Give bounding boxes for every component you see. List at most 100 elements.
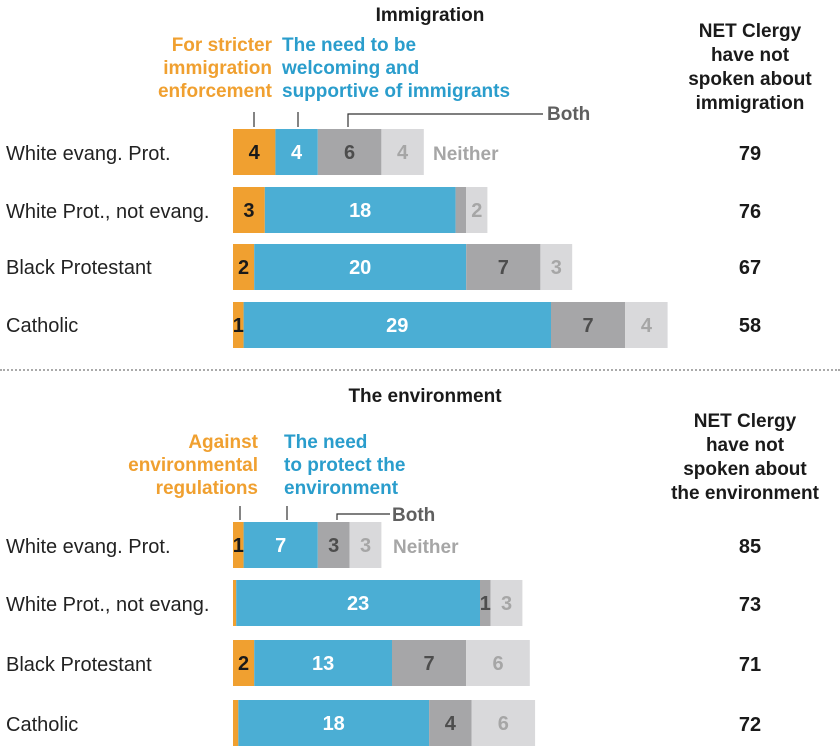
- bar-env-r3-second: [238, 700, 430, 746]
- bar-env-r1-second: [236, 580, 480, 626]
- legend-welcoming-line-2: welcoming and: [282, 58, 420, 79]
- row-label-imm-catholic: Catholic: [6, 315, 79, 337]
- legend-against-line-3: regulations: [155, 478, 258, 499]
- legend-both-immigration: Both: [547, 104, 591, 125]
- legend-protect-line-1: The need: [284, 432, 368, 453]
- bar-label-imm-r3-both: 7: [583, 315, 594, 337]
- bar-env-r0-second: [243, 522, 318, 568]
- bar-label-imm-r0-first: 4: [249, 142, 261, 164]
- legend-both-environment: Both: [392, 505, 436, 526]
- net-header-immigration-line-1: NET Clergy: [698, 21, 802, 42]
- net-header-environment-line-2: have not: [705, 435, 785, 456]
- bar-label-imm-r1-neither: 2: [471, 200, 482, 222]
- bar-env-r2-first: [233, 640, 255, 686]
- bar-label-imm-r3-first: 1: [233, 315, 244, 337]
- legend-protect-line-2: to protect the: [284, 455, 406, 476]
- net-value-imm-black-prot: 67: [738, 257, 762, 279]
- net-value-env-white-evang: 85: [738, 536, 762, 558]
- bar-imm-r0-first: [233, 129, 276, 175]
- legend-welcoming-line-1: The need to be: [282, 35, 417, 56]
- net-header-immigration: NET Clergy have not spoken about immigra…: [660, 20, 840, 116]
- legend-welcoming: The need to be welcoming and supportive …: [282, 34, 552, 103]
- leader-env-both: [336, 513, 390, 520]
- bar-imm-r2-second: [254, 244, 467, 290]
- legend-against: Against environmental regulations: [100, 431, 258, 500]
- row-label-imm-black-prot: Black Protestant: [6, 257, 152, 279]
- bar-imm-r3-both: [551, 302, 626, 348]
- net-value-imm-white-not-evang: 76: [738, 201, 762, 223]
- bar-env-r2-both: [392, 640, 467, 686]
- bar-label-env-r2-neither: 6: [492, 653, 503, 675]
- legend-neither-immigration: Neither: [433, 144, 499, 165]
- bar-label-env-r2-second: 13: [312, 653, 334, 675]
- immigration-title: Immigration: [375, 5, 485, 26]
- environment-title: The environment: [348, 386, 502, 407]
- bar-label-imm-r2-neither: 3: [551, 257, 562, 279]
- bar-label-env-r1-neither: 3: [501, 593, 512, 615]
- bar-label-env-r3-second: 18: [323, 713, 345, 735]
- bar-label-imm-r2-second: 20: [349, 257, 371, 279]
- bar-env-r0-both: [317, 522, 350, 568]
- bar-env-r0-first: [233, 522, 244, 568]
- legend-protect: The need to protect the environment: [284, 431, 484, 500]
- bar-env-r2-second: [254, 640, 392, 686]
- bar-label-imm-r0-both: 6: [344, 142, 355, 164]
- net-value-env-black-prot: 71: [738, 654, 762, 676]
- bar-imm-r2-both: [466, 244, 541, 290]
- bar-env-r0-neither: [349, 522, 382, 568]
- bar-label-imm-r1-second: 18: [349, 200, 371, 222]
- row-label-env-catholic: Catholic: [6, 714, 79, 736]
- net-header-immigration-line-4: immigration: [695, 93, 805, 114]
- bar-label-imm-r3-neither: 4: [641, 315, 653, 337]
- bar-imm-r2-neither: [540, 244, 573, 290]
- legend-welcoming-line-3: supportive of immigrants: [282, 81, 511, 102]
- bar-env-r2-neither: [466, 640, 530, 686]
- leader-imm-both: [347, 113, 543, 127]
- bar-label-imm-r0-second: 4: [291, 142, 303, 164]
- section-divider: [0, 369, 840, 371]
- legend-stricter: For stricter immigration enforcement: [100, 34, 272, 103]
- net-value-env-catholic: 72: [738, 714, 762, 736]
- bar-label-imm-r1-first: 3: [243, 200, 254, 222]
- row-label-imm-white-not-evang: White Prot., not evang.: [6, 201, 210, 223]
- legend-against-line-1: Against: [188, 432, 258, 453]
- bar-imm-r0-neither: [381, 129, 424, 175]
- bar-env-r1-first: [233, 580, 237, 626]
- bar-imm-r0-second: [275, 129, 318, 175]
- net-header-immigration-line-3: spoken about: [688, 69, 812, 90]
- bar-env-r3-both: [429, 700, 472, 746]
- net-header-environment-line-3: spoken about: [683, 459, 807, 480]
- row-label-imm-white-evang: White evang. Prot.: [6, 143, 171, 165]
- bar-imm-r3-first: [233, 302, 244, 348]
- bar-label-env-r0-both: 3: [328, 535, 339, 557]
- bar-imm-r3-second: [243, 302, 551, 348]
- net-value-imm-white-evang: 79: [738, 143, 762, 165]
- row-label-env-white-evang: White evang. Prot.: [6, 536, 171, 558]
- net-header-environment: NET Clergy have not spoken about the env…: [650, 410, 840, 506]
- bar-label-imm-r2-first: 2: [238, 257, 249, 279]
- bar-label-env-r2-both: 7: [424, 653, 435, 675]
- bar-imm-r1-both: [455, 187, 467, 233]
- bar-env-r3-neither: [471, 700, 536, 746]
- bar-label-env-r1-second: 23: [347, 593, 369, 615]
- net-header-immigration-line-2: have not: [710, 45, 790, 66]
- bar-label-env-r2-first: 2: [238, 653, 249, 675]
- row-label-env-white-not-evang: White Prot., not evang.: [6, 594, 210, 616]
- bar-imm-r1-second: [264, 187, 456, 233]
- legend-protect-line-3: environment: [284, 478, 399, 499]
- bar-label-env-r3-both: 4: [445, 713, 457, 735]
- row-label-env-black-prot: Black Protestant: [6, 654, 152, 676]
- bar-label-imm-r0-neither: 4: [397, 142, 409, 164]
- bar-label-env-r0-neither: 3: [360, 535, 371, 557]
- bar-env-r1-neither: [490, 580, 523, 626]
- bar-label-env-r0-second: 7: [275, 535, 286, 557]
- bar-label-imm-r2-both: 7: [498, 257, 509, 279]
- net-header-environment-line-1: NET Clergy: [693, 411, 797, 432]
- bar-imm-r1-neither: [466, 187, 488, 233]
- bar-imm-r0-both: [317, 129, 382, 175]
- bar-env-r3-first: [233, 700, 239, 746]
- bar-imm-r1-first: [233, 187, 265, 233]
- bar-label-imm-r3-second: 29: [386, 315, 408, 337]
- bar-imm-r2-first: [233, 244, 255, 290]
